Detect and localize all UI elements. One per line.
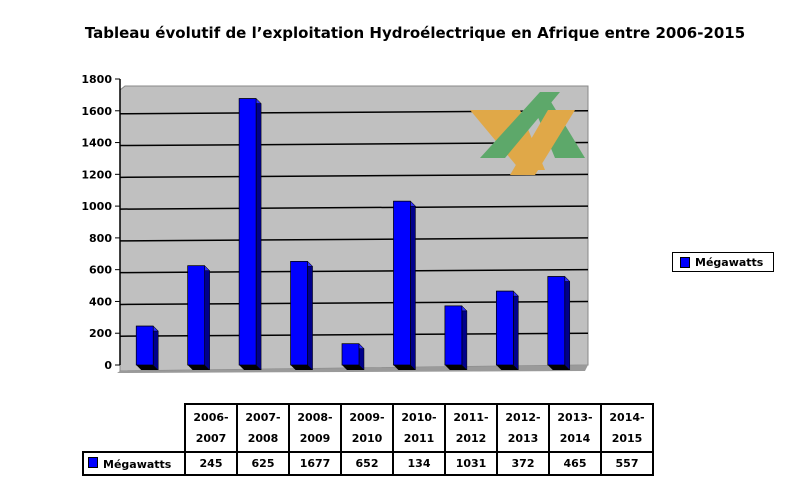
table-value-cell: 465 [548,451,602,476]
table-header-cell: 2009- 2010 [340,403,394,453]
bar-side [152,325,159,371]
table-header-cell: 2007- 2008 [236,403,290,453]
y-tick-label: 0 [104,359,112,372]
bar-shadow [187,365,210,370]
bar-side [307,260,313,371]
bar-front [547,276,566,366]
chart-title: Tableau évolutif de l’exploitation Hydro… [84,24,746,42]
bar [135,325,159,371]
table-value-cell: 1031 [444,451,498,476]
bar-front [135,325,154,366]
bar [289,260,314,371]
bar-side [513,290,519,371]
data-table: 2006- 2007 2007- 2008 2008- 2009 2009- 2010 2010… [82,403,654,476]
bar-front [341,343,360,366]
bar-shadow [239,365,262,370]
table-header-cell: 2011- 2012 [444,403,498,453]
bar-shadow [136,365,159,370]
y-tick-label: 600 [89,264,112,277]
logo-icon [470,92,585,175]
y-tick-label: 800 [89,232,112,245]
bar-side [410,200,416,371]
y-tick-label: 1000 [81,200,112,213]
table-value-cell: 1677 [288,451,342,476]
table-value-cell: 245 [184,451,238,476]
y-tick-label: 1800 [81,73,112,86]
bar-front [444,305,463,366]
table-header-cell: 2012- 2013 [496,403,550,453]
table-header-cell: 2006- 2007 [184,403,238,453]
bar-front [495,290,514,366]
gridline [119,173,589,179]
table-series-label: Mégawatts [82,451,186,476]
bar [392,200,417,371]
bar-front [238,98,257,366]
y-tick-label: 400 [89,295,112,308]
y-tick-label: 1400 [81,137,112,150]
table-header-cell: 2013- 2014 [548,403,602,453]
bar [547,275,571,371]
gridline [119,205,589,210]
gridline [119,237,589,242]
bar-side [461,305,468,371]
bar-shadow [547,365,570,370]
y-tick-label: 1200 [81,168,112,181]
table-value-cell: 372 [496,451,550,476]
bar-front [290,261,308,366]
bar [238,97,262,371]
bar [341,343,365,371]
bar-side [204,265,210,371]
bar-side [564,275,571,371]
bar-shadow [393,365,416,370]
bar [495,290,519,371]
chart-legend: Mégawatts [672,252,774,272]
bar-shadow [444,365,467,370]
bar [187,265,211,371]
bar-front [187,265,206,366]
table-value-cell: 652 [340,451,394,476]
table-value-cell: 625 [236,451,290,476]
bar-shadow [342,365,364,370]
table-value-cell: 134 [392,451,446,476]
legend-label: Mégawatts [695,255,764,269]
bar-front [393,200,411,366]
y-tick-label: 200 [89,327,112,340]
y-tick-label: 1600 [81,105,112,118]
bar-side [255,97,262,371]
table-header-cell: 2010- 2011 [392,403,446,453]
table-header-cell: 2014- 2015 [600,403,654,453]
bar-chart: 0 200 400 600 800 1000 1200 1400 1600 1800 [81,73,589,373]
bar-shadow [496,365,519,370]
bar [444,305,468,371]
bar-shadow [290,365,313,370]
legend-swatch [680,256,690,268]
table-value-cell: 557 [600,451,654,476]
table-header-cell: 2008- 2009 [288,403,342,453]
